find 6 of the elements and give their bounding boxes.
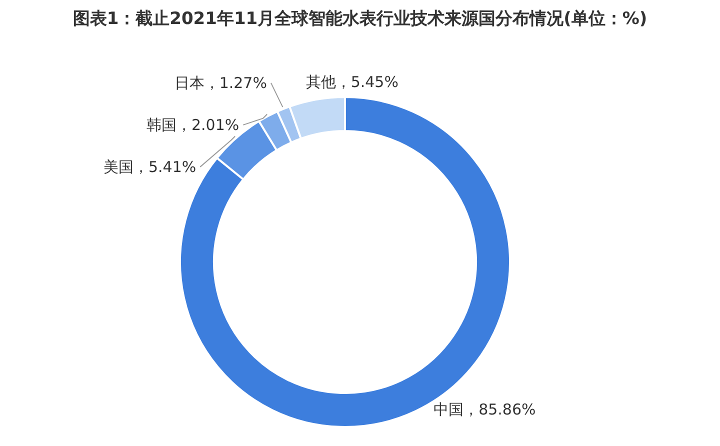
slice-label: 日本，1.27% <box>174 74 267 92</box>
slice-label: 中国，85.86% <box>434 400 536 418</box>
slice-label: 韩国，2.01% <box>146 116 240 134</box>
slice-label: 美国，5.41% <box>103 158 196 176</box>
chart-title: 图表1：截止2021年11月全球智能水表行业技术来源国分布情况(单位：%) <box>72 9 648 29</box>
slice-label: 其他，5.45% <box>306 72 398 91</box>
